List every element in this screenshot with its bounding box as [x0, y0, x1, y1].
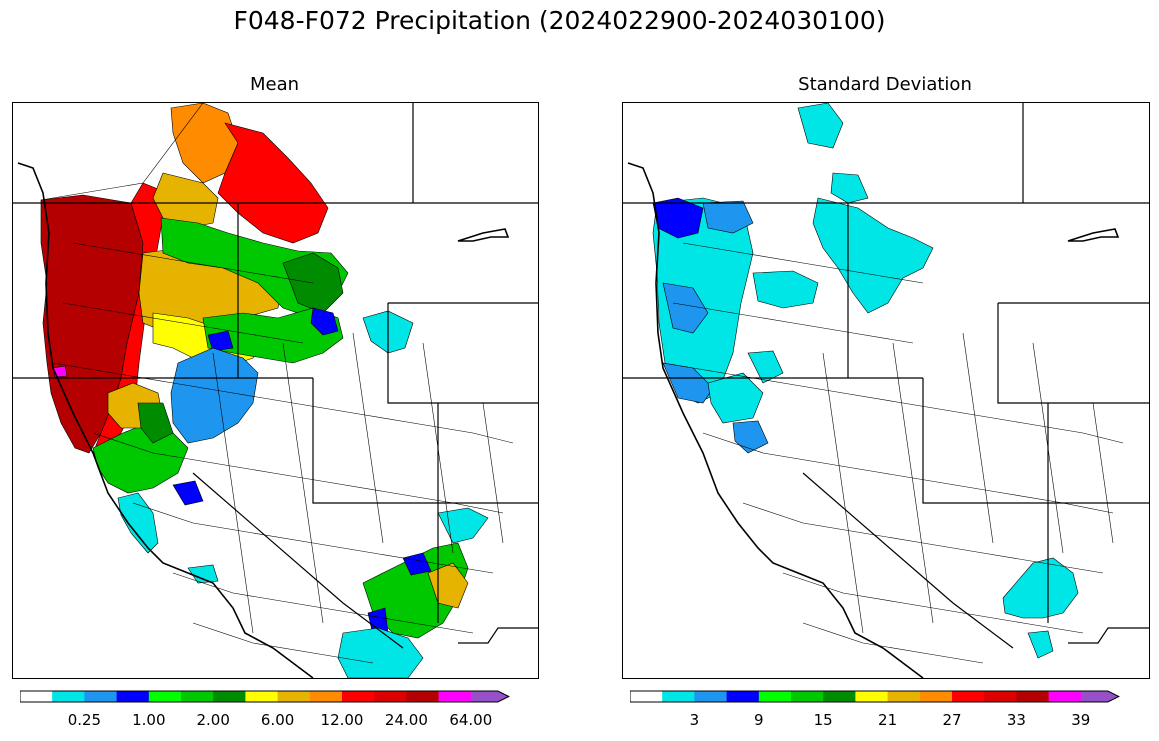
std-state-borders [623, 103, 1149, 649]
mean-region-cyan-arizona [437, 507, 489, 544]
mean-colorbar-tick-label: 1.00 [132, 711, 166, 729]
mean-coastline [17, 162, 314, 678]
std-colorbar-tick-label: 39 [1071, 711, 1091, 729]
mean-colorbar-tick-label: 6.00 [260, 711, 295, 729]
std-coastline [627, 162, 924, 678]
std-colorbar-tick-label: 3 [689, 711, 700, 729]
std-colorbar-segment [1016, 691, 1049, 702]
std-lake-superior [1067, 228, 1120, 242]
mean-region-blue-small [207, 330, 234, 352]
mean-colorbar-segment [374, 691, 407, 702]
mean-colorbar-segment [52, 691, 85, 702]
mean-colorbar-segment [148, 691, 182, 702]
mean-colorbar-tick-label: 24.00 [384, 711, 428, 729]
mean-panel-title: Mean [249, 74, 300, 95]
std-colorbar [630, 690, 1120, 703]
mean-state-borders [13, 103, 538, 649]
mean-colorbar-segment [309, 691, 343, 702]
std-colorbar-segment [630, 691, 663, 702]
std-colorbar-segment [694, 691, 727, 702]
std-colorbar-segment [791, 691, 824, 702]
mean-colorbar-segment [181, 691, 214, 702]
std-colorbar-outline [630, 690, 1120, 703]
std-colorbar-segment [984, 691, 1017, 702]
mean-region-cyan-arizona-south [337, 627, 424, 678]
std-region-mid-blue-coast [702, 200, 754, 234]
mean-colorbar-tick-label: 2.00 [196, 711, 230, 729]
std-colorbar-tick-label: 21 [878, 711, 898, 729]
std-colorbar-segment [855, 691, 888, 702]
std-colorbar-segment [919, 691, 953, 702]
std-colorbar-segment [887, 691, 921, 702]
mean-colorbar-segment [406, 691, 439, 702]
mean-map [12, 102, 539, 679]
std-colorbar-tick-label: 9 [754, 711, 764, 729]
std-region-mid-blue-sierra [732, 420, 769, 454]
mean-colorbar-segment [245, 691, 278, 702]
std-colorbar-extend-arrow [1080, 691, 1119, 702]
mean-region-green-dark-california [137, 402, 174, 444]
mean-lake-superior [457, 228, 510, 242]
mean-colorbar-segment [20, 691, 53, 702]
std-colorbar-segment [1048, 691, 1082, 702]
std-map [622, 102, 1150, 679]
std-colorbar-segment [823, 691, 856, 702]
mean-colorbar-tick-label: 0.25 [67, 711, 102, 729]
mean-region-blue-sierra [172, 480, 204, 506]
std-colorbar-tick-label: 15 [813, 711, 833, 729]
mean-region-blue-arizona [402, 552, 432, 576]
std-region-cyan-montana [812, 197, 934, 314]
mean-colorbar-tick-label: 12.00 [320, 711, 364, 729]
mean-map-canvas [13, 103, 538, 678]
std-region-cyan-arizona-south [1027, 630, 1054, 659]
mean-colorbar-extend-arrow [470, 691, 509, 702]
mean-region-mid-blue-central [170, 347, 259, 444]
mean-region-cyan-south [187, 564, 219, 584]
mean-colorbar-segment [277, 691, 311, 702]
mean-colorbar [20, 690, 510, 703]
std-colorbar-segment [758, 691, 792, 702]
std-region-cyan-washington [752, 270, 819, 309]
mean-colorbar-segment [438, 691, 472, 702]
std-colorbar-tick-label: 27 [942, 711, 962, 729]
std-basin-fills [652, 103, 1079, 659]
mean-region-cyan-coastal [117, 492, 159, 554]
mean-colorbar-outline [20, 690, 510, 703]
mean-colorbar-segment [342, 691, 375, 702]
mean-colorbar-segment [213, 691, 246, 702]
mean-region-blue-central [310, 307, 339, 336]
mean-colorbar-tick-label: 64.00 [449, 711, 493, 729]
std-region-cyan-oregon-mid [707, 372, 764, 424]
std-region-cyan-sierra [747, 350, 784, 384]
std-region-mid-blue-oregon [662, 282, 709, 334]
std-map-canvas [623, 103, 1149, 678]
std-colorbar-segment [726, 691, 760, 702]
figure-title: F048-F072 Precipitation (2024022900-2024… [233, 6, 886, 35]
std-colorbar-segment [662, 691, 695, 702]
mean-region-red-north [217, 122, 329, 244]
std-region-cyan-north [797, 103, 844, 149]
std-colorbar-segment [952, 691, 985, 702]
std-region-cyan-arizona [1002, 557, 1079, 619]
mean-colorbar-segment [84, 691, 117, 702]
std-colorbar-tick-label: 33 [1006, 711, 1026, 729]
std-panel-title: Standard Deviation [798, 74, 972, 95]
mean-basin-fills [40, 103, 489, 678]
std-basin-outlines [662, 242, 1124, 664]
mean-colorbar-segment [116, 691, 150, 702]
std-region-cyan-montana-north [830, 172, 869, 204]
